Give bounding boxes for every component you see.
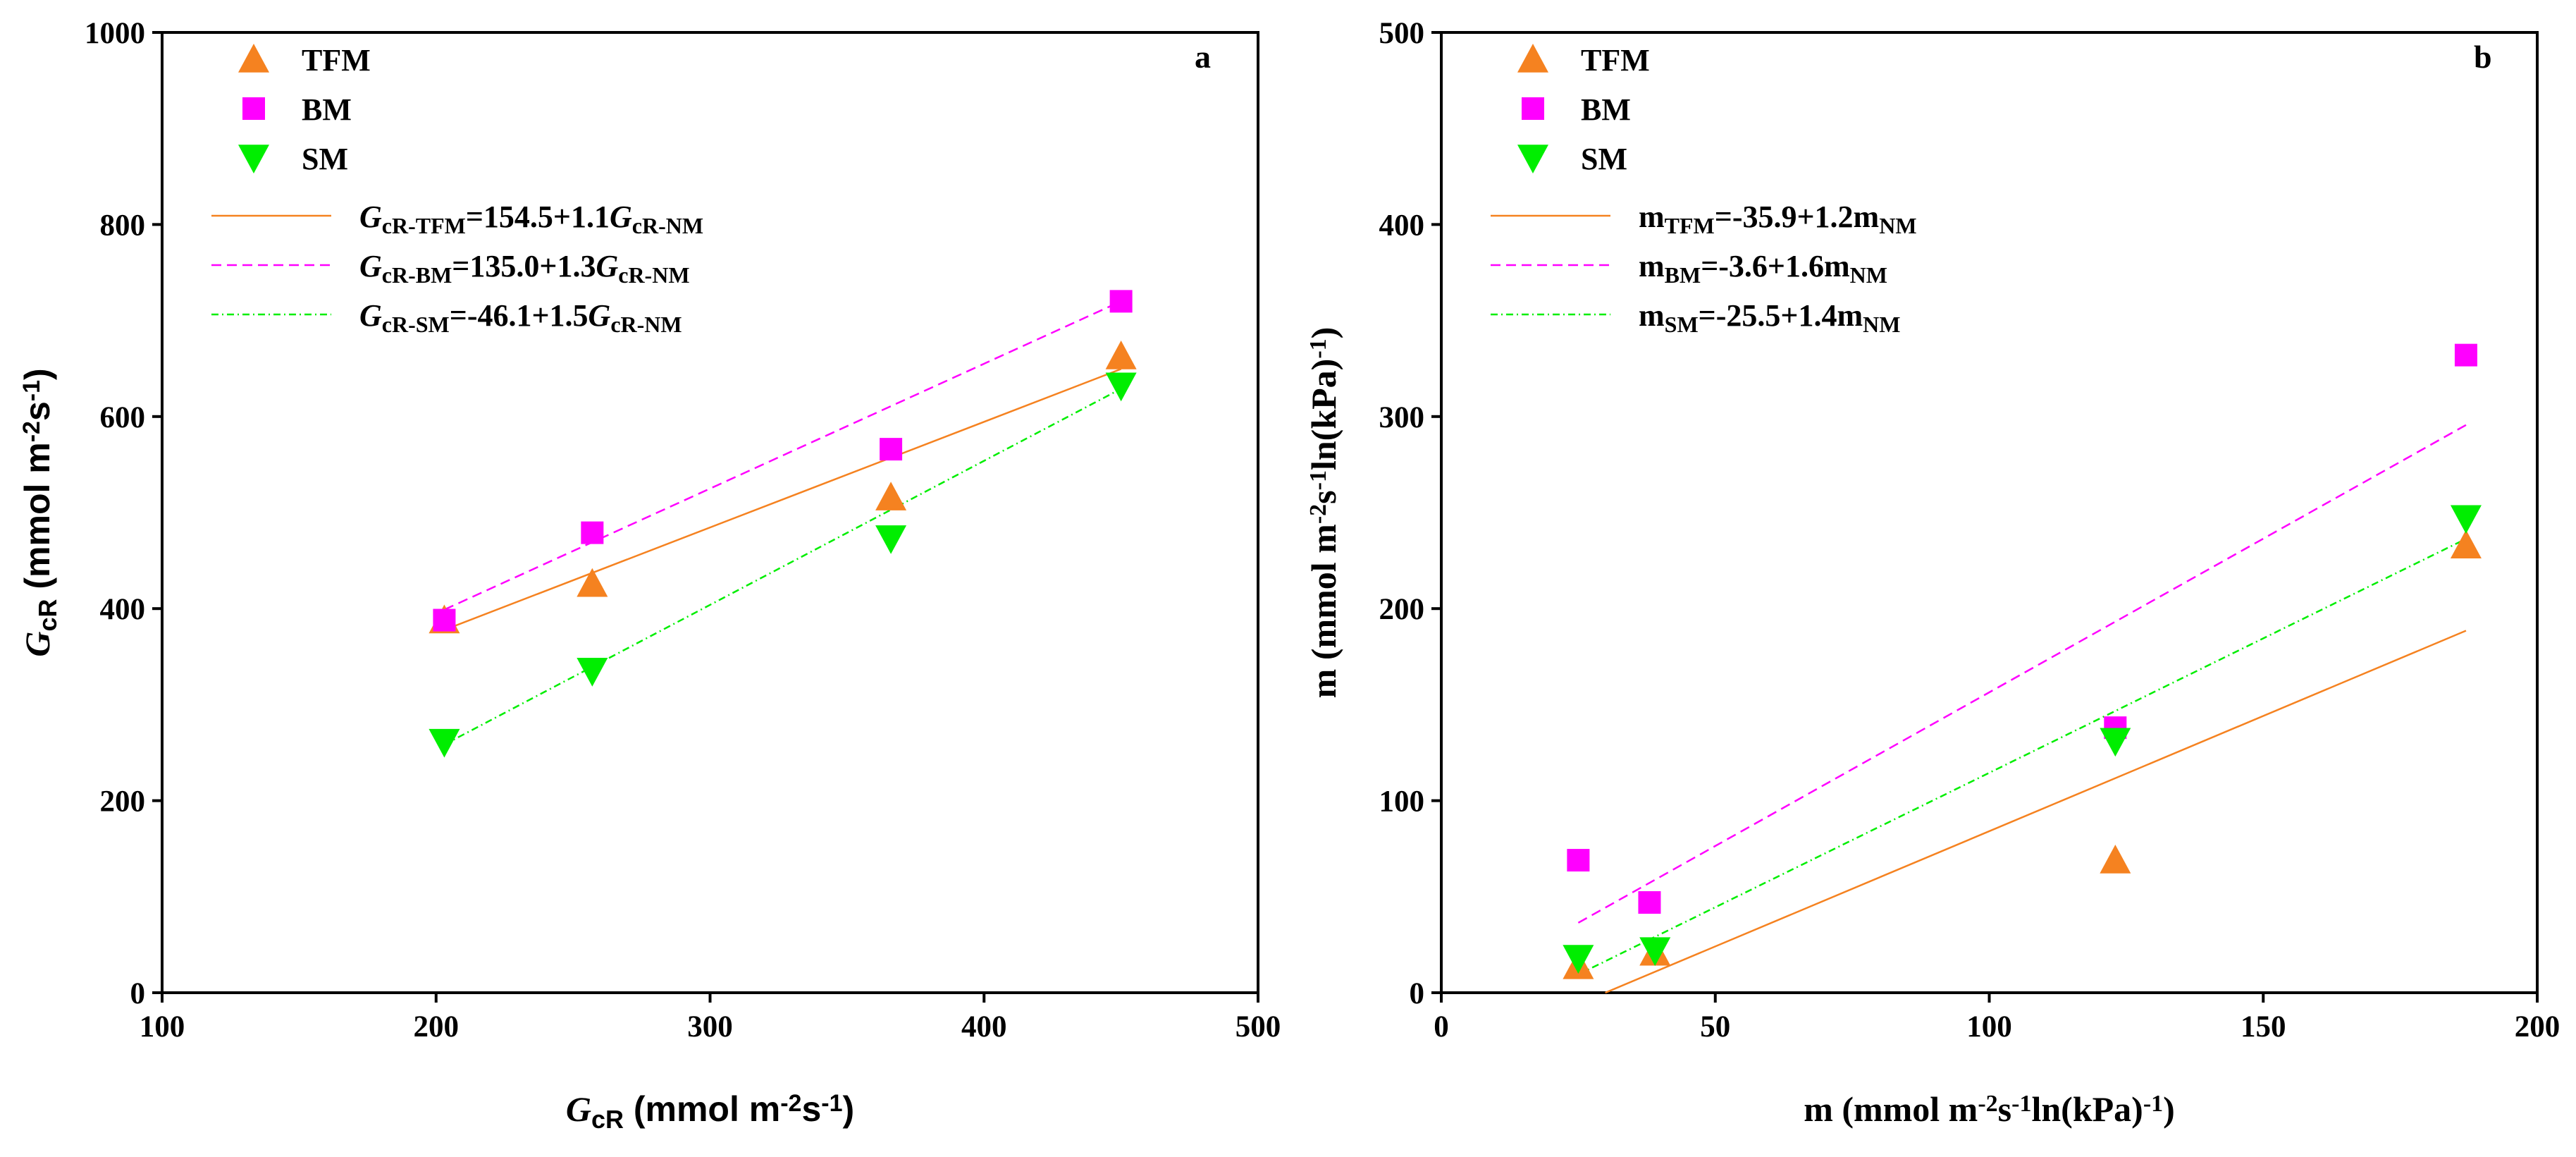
point-sm (875, 525, 907, 554)
point-sm (1563, 945, 1594, 974)
fit-line-sm (1577, 538, 2467, 976)
y-tick-label: 0 (130, 977, 146, 1010)
point-sm (1105, 372, 1137, 402)
legend-equation-tfm: mTFM=-35.9+1.2mNM (1639, 200, 1917, 238)
y-tick-label: 600 (100, 401, 146, 434)
legend-equation-sm: GcR-SM=-46.1+1.5GcR-NM (359, 298, 682, 337)
legend-label-tfm: TFM (1581, 43, 1650, 78)
fit-line-tfm (1605, 630, 2467, 994)
point-sm (1639, 937, 1671, 967)
x-axis-label: GcR (mmol m-2s-1) (566, 1089, 854, 1134)
point-sm (577, 658, 608, 687)
panel-label: a (1195, 39, 1211, 75)
legend-marker-bm (1522, 97, 1544, 120)
y-axis-label: m (mmol m-2s-1ln(kPa)-1) (1304, 327, 1343, 699)
fit-line-tfm (443, 368, 1122, 631)
point-bm (2454, 343, 2477, 367)
point-bm (1109, 290, 1133, 313)
x-tick-label: 200 (414, 1010, 460, 1043)
point-bm (1638, 890, 1661, 914)
y-tick-label: 1000 (85, 17, 145, 50)
legend-equation-bm: mBM=-3.6+1.6mNM (1639, 249, 1887, 288)
y-tick-label: 800 (100, 209, 146, 242)
y-tick-label: 300 (1379, 401, 1425, 434)
y-tick-label: 400 (100, 593, 146, 626)
legend-equation-bm: GcR-BM=135.0+1.3GcR-NM (359, 249, 690, 288)
x-tick-label: 500 (1235, 1010, 1281, 1043)
x-tick-label: 400 (961, 1010, 1007, 1043)
y-tick-label: 200 (1379, 593, 1425, 626)
point-tfm (2100, 845, 2131, 874)
point-bm (880, 438, 903, 461)
x-tick-label: 150 (2241, 1010, 2286, 1043)
point-sm (429, 728, 460, 758)
plot-frame (161, 31, 1259, 994)
legend-equation-tfm: GcR-TFM=154.5+1.1GcR-NM (359, 200, 703, 238)
fit-line-sm (443, 388, 1122, 746)
point-bm (581, 521, 604, 544)
point-tfm (577, 568, 608, 597)
point-bm (433, 608, 456, 632)
x-tick-label: 200 (2515, 1010, 2560, 1043)
point-sm (2450, 505, 2482, 534)
legend-label-bm: BM (1581, 92, 1631, 127)
panel-b: 0 50 100 150 200 0 100 200 300 400 500 b m (mmol m-2… (1304, 17, 2560, 1129)
x-tick-label: 100 (1966, 1010, 2012, 1043)
y-axis-label: GcR (mmol m-2s-1) (18, 368, 62, 656)
point-tfm (1105, 340, 1137, 369)
legend-label-bm: BM (302, 92, 352, 127)
y-tick-label: 500 (1379, 17, 1425, 50)
legend-label-sm: SM (302, 142, 348, 176)
legend-marker-bm (242, 97, 265, 120)
x-axis-label: m (mmol m-2s-1ln(kPa)-1) (1804, 1089, 2175, 1129)
y-tick-label: 200 (100, 785, 146, 819)
legend-marker-tfm (238, 44, 269, 73)
y-tick-label: 0 (1410, 977, 1425, 1010)
x-tick-label: 0 (1434, 1010, 1449, 1043)
y-tick-label: 400 (1379, 209, 1425, 242)
point-sm (2100, 728, 2131, 757)
legend-marker-tfm (1517, 44, 1548, 73)
panel-a: 100 200 300 400 500 0 200 400 600 800 1000 a GcR (mm… (18, 17, 1281, 1134)
point-bm (1567, 849, 1590, 872)
y-tick-label: 100 (1379, 785, 1425, 819)
x-tick-label: 100 (140, 1010, 185, 1043)
point-tfm (875, 482, 907, 510)
plot-frame (1440, 31, 2539, 994)
legend-label-sm: SM (1581, 142, 1627, 176)
panel-label: b (2474, 39, 2492, 75)
point-tfm (2450, 529, 2482, 559)
fit-line-bm (1577, 424, 2467, 924)
legend-equation-sm: mSM=-25.5+1.4mNM (1639, 298, 1900, 337)
x-tick-label: 300 (687, 1010, 733, 1043)
legend-marker-sm (238, 145, 269, 173)
fit-line-bm (443, 300, 1122, 611)
x-tick-label: 50 (1700, 1010, 1730, 1043)
legend-marker-sm (1517, 145, 1548, 173)
legend-label-tfm: TFM (302, 43, 371, 78)
